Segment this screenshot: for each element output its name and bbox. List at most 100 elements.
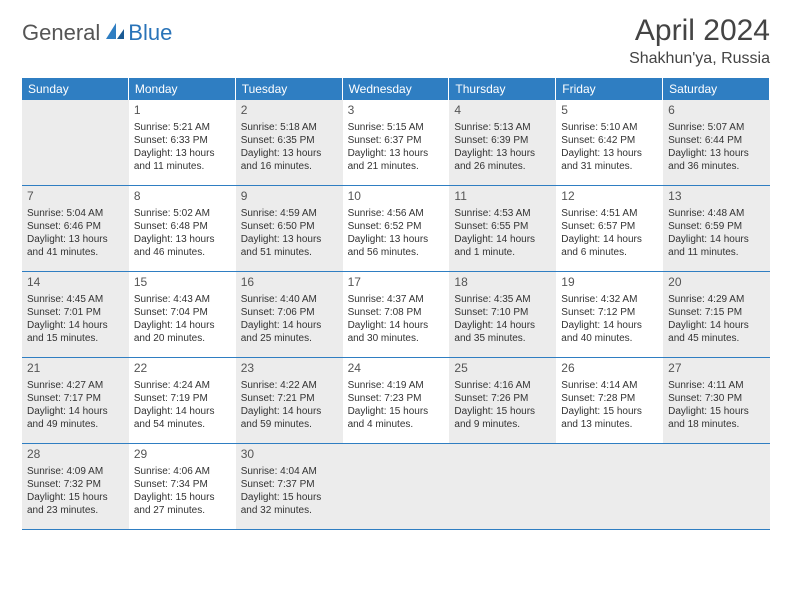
calendar-cell: 12Sunrise: 4:51 AMSunset: 6:57 PMDayligh… — [556, 186, 663, 272]
cell-sunrise: Sunrise: 5:02 AM — [134, 207, 231, 220]
cell-dl1: Daylight: 13 hours — [561, 147, 658, 160]
cell-sunrise: Sunrise: 4:43 AM — [134, 293, 231, 306]
calendar-cell: 2Sunrise: 5:18 AMSunset: 6:35 PMDaylight… — [236, 100, 343, 186]
cell-dl2: and 45 minutes. — [668, 332, 765, 345]
cell-dl1: Daylight: 15 hours — [134, 491, 231, 504]
calendar-cell-empty — [556, 444, 663, 530]
cell-sunrise: Sunrise: 4:09 AM — [27, 465, 124, 478]
day-number: 15 — [134, 275, 231, 291]
cell-dl1: Daylight: 14 hours — [134, 405, 231, 418]
cell-sunset: Sunset: 7:08 PM — [348, 306, 445, 319]
cell-sunrise: Sunrise: 4:06 AM — [134, 465, 231, 478]
day-number: 18 — [454, 275, 551, 291]
day-number: 2 — [241, 103, 338, 119]
cell-dl2: and 49 minutes. — [27, 418, 124, 431]
cell-sunset: Sunset: 6:37 PM — [348, 134, 445, 147]
calendar-cell-empty — [343, 444, 450, 530]
day-number: 17 — [348, 275, 445, 291]
cell-sunset: Sunset: 6:57 PM — [561, 220, 658, 233]
cell-dl1: Daylight: 14 hours — [668, 233, 765, 246]
day-number: 10 — [348, 189, 445, 205]
cell-sunset: Sunset: 6:59 PM — [668, 220, 765, 233]
cell-sunrise: Sunrise: 4:29 AM — [668, 293, 765, 306]
cell-sunrise: Sunrise: 4:27 AM — [27, 379, 124, 392]
day-number: 13 — [668, 189, 765, 205]
calendar-cell: 20 Sunrise: 4:29 AMSunset: 7:15 PMDayligh… — [663, 272, 770, 358]
cell-dl2: and 1 minute. — [454, 246, 551, 259]
cell-dl2: and 11 minutes. — [668, 246, 765, 259]
cell-sunrise: Sunrise: 5:21 AM — [134, 121, 231, 134]
calendar-cell: 30Sunrise: 4:04 AMSunset: 7:37 PMDayligh… — [236, 444, 343, 530]
cell-sunset: Sunset: 7:28 PM — [561, 392, 658, 405]
cell-dl2: and 51 minutes. — [241, 246, 338, 259]
day-number: 21 — [27, 361, 124, 377]
cell-sunrise: Sunrise: 4:22 AM — [241, 379, 338, 392]
calendar-cell: 18Sunrise: 4:35 AMSunset: 7:10 PMDayligh… — [449, 272, 556, 358]
cell-dl2: and 27 minutes. — [134, 504, 231, 517]
cell-dl1: Daylight: 13 hours — [27, 233, 124, 246]
cell-dl2: and 16 minutes. — [241, 160, 338, 173]
cell-dl2: and 13 minutes. — [561, 418, 658, 431]
cell-sunset: Sunset: 7:26 PM — [454, 392, 551, 405]
cell-dl1: Daylight: 14 hours — [668, 319, 765, 332]
cell-dl2: and 59 minutes. — [241, 418, 338, 431]
cell-sunset: Sunset: 7:32 PM — [27, 478, 124, 491]
cell-dl1: Daylight: 15 hours — [27, 491, 124, 504]
calendar-cell: 29Sunrise: 4:06 AMSunset: 7:34 PMDayligh… — [129, 444, 236, 530]
logo-sail-icon — [104, 21, 126, 46]
cell-sunrise: Sunrise: 4:19 AM — [348, 379, 445, 392]
cell-dl2: and 56 minutes. — [348, 246, 445, 259]
day-number: 22 — [134, 361, 231, 377]
cell-sunset: Sunset: 7:10 PM — [454, 306, 551, 319]
cell-dl1: Daylight: 15 hours — [454, 405, 551, 418]
cell-dl1: Daylight: 13 hours — [454, 147, 551, 160]
cell-sunset: Sunset: 6:50 PM — [241, 220, 338, 233]
day-number: 5 — [561, 103, 658, 119]
cell-sunset: Sunset: 7:12 PM — [561, 306, 658, 319]
cell-dl1: Daylight: 13 hours — [241, 233, 338, 246]
calendar-cell: 14Sunrise: 4:45 AMSunset: 7:01 PMDayligh… — [22, 272, 129, 358]
calendar-cell: 4Sunrise: 5:13 AMSunset: 6:39 PMDaylight… — [449, 100, 556, 186]
cell-dl2: and 15 minutes. — [27, 332, 124, 345]
cell-sunrise: Sunrise: 4:16 AM — [454, 379, 551, 392]
day-number: 20 — [668, 275, 765, 291]
cell-sunset: Sunset: 6:55 PM — [454, 220, 551, 233]
cell-sunrise: Sunrise: 4:32 AM — [561, 293, 658, 306]
cell-sunset: Sunset: 7:04 PM — [134, 306, 231, 319]
day-number: 19 — [561, 275, 658, 291]
cell-dl2: and 32 minutes. — [241, 504, 338, 517]
cell-dl1: Daylight: 15 hours — [348, 405, 445, 418]
cell-dl1: Daylight: 14 hours — [561, 233, 658, 246]
calendar-cell: 5Sunrise: 5:10 AMSunset: 6:42 PMDaylight… — [556, 100, 663, 186]
cell-sunrise: Sunrise: 5:18 AM — [241, 121, 338, 134]
cell-dl1: Daylight: 14 hours — [348, 319, 445, 332]
calendar-cell: 21Sunrise: 4:27 AMSunset: 7:17 PMDayligh… — [22, 358, 129, 444]
cell-sunset: Sunset: 7:01 PM — [27, 306, 124, 319]
day-number: 24 — [348, 361, 445, 377]
cell-dl2: and 21 minutes. — [348, 160, 445, 173]
day-number: 14 — [27, 275, 124, 291]
cell-sunrise: Sunrise: 5:07 AM — [668, 121, 765, 134]
calendar-cell: 13Sunrise: 4:48 AMSunset: 6:59 PMDayligh… — [663, 186, 770, 272]
cell-dl1: Daylight: 14 hours — [561, 319, 658, 332]
cell-dl1: Daylight: 15 hours — [668, 405, 765, 418]
logo: General Blue — [22, 20, 172, 46]
day-number: 11 — [454, 189, 551, 205]
cell-dl2: and 9 minutes. — [454, 418, 551, 431]
cell-sunset: Sunset: 7:21 PM — [241, 392, 338, 405]
cell-dl1: Daylight: 13 hours — [348, 147, 445, 160]
cell-dl2: and 35 minutes. — [454, 332, 551, 345]
calendar-cell: 24Sunrise: 4:19 AMSunset: 7:23 PMDayligh… — [343, 358, 450, 444]
day-number: 7 — [27, 189, 124, 205]
cell-sunrise: Sunrise: 4:04 AM — [241, 465, 338, 478]
cell-sunrise: Sunrise: 5:04 AM — [27, 207, 124, 220]
cell-sunset: Sunset: 6:42 PM — [561, 134, 658, 147]
cell-dl1: Daylight: 14 hours — [241, 319, 338, 332]
day-number: 6 — [668, 103, 765, 119]
cell-sunset: Sunset: 7:15 PM — [668, 306, 765, 319]
cell-sunset: Sunset: 6:46 PM — [27, 220, 124, 233]
day-number: 1 — [134, 103, 231, 119]
cell-dl2: and 30 minutes. — [348, 332, 445, 345]
cell-dl1: Daylight: 13 hours — [134, 233, 231, 246]
calendar-cell: 3Sunrise: 5:15 AMSunset: 6:37 PMDaylight… — [343, 100, 450, 186]
